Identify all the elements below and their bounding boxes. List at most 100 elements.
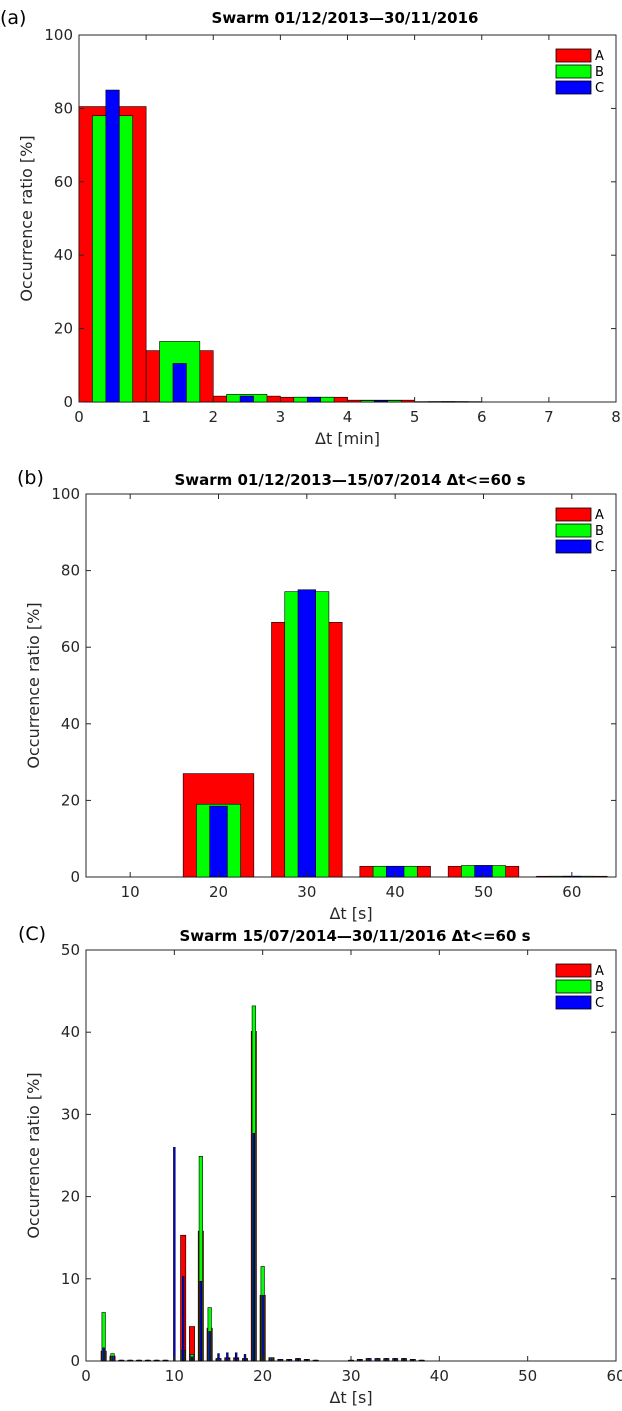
plot-area xyxy=(85,493,617,878)
bar-C-26 xyxy=(314,1359,317,1362)
legend-label-A: A xyxy=(595,49,604,64)
y-tick-label: 0 xyxy=(63,393,73,411)
x-tick-label: 20 xyxy=(209,883,228,901)
legend: ABC xyxy=(555,963,604,1011)
x-tick-label: 30 xyxy=(297,883,316,901)
bar-C-3 xyxy=(111,1355,114,1362)
bar-C-31 xyxy=(358,1359,362,1362)
bar-C-19 xyxy=(252,1133,256,1362)
x-tick-label: 40 xyxy=(430,1367,449,1385)
legend-swatch-A xyxy=(555,963,592,978)
legend-label-B: B xyxy=(595,980,604,995)
legend: ABC xyxy=(555,48,604,96)
chart-panel-3: (C) Swarm 15/07/2014—30/11/2016 Δt<=60 s 0… xyxy=(18,923,622,1407)
y-tick-label: 30 xyxy=(61,1105,80,1123)
x-axis-label: Δt [s] xyxy=(329,904,372,923)
y-tick-label: 80 xyxy=(61,562,80,580)
bar-C-37 xyxy=(411,1359,415,1362)
bar-C-20 xyxy=(261,1294,264,1362)
bar-C-7 xyxy=(146,1359,150,1362)
y-tick-label: 20 xyxy=(54,320,73,338)
bar-C-18 xyxy=(243,1354,247,1362)
legend-swatch-C xyxy=(555,995,592,1010)
bar-C-4 xyxy=(120,1359,123,1362)
y-tick-label: 40 xyxy=(54,246,73,264)
y-tick-label: 0 xyxy=(70,868,80,886)
chart-title: Swarm 01/12/2013—15/07/2014 Δt<=60 s xyxy=(174,471,525,489)
x-tick-label: 1 xyxy=(141,408,151,426)
legend-swatch-B xyxy=(555,64,592,79)
bar-C-8 xyxy=(155,1359,158,1362)
bar-C-34 xyxy=(385,1358,388,1362)
y-tick-label: 60 xyxy=(54,173,73,191)
y-tick-label: 20 xyxy=(61,1188,80,1206)
bar-C-6 xyxy=(137,1359,141,1362)
x-tick-label: 60 xyxy=(606,1367,622,1385)
legend-label-C: C xyxy=(595,81,604,96)
bar-C-30 xyxy=(297,589,316,878)
x-tick-label: 4 xyxy=(343,408,353,426)
y-axis-label: Occurrence ratio [%] xyxy=(17,135,36,301)
legend-swatch-B xyxy=(555,523,592,538)
bar-C-13 xyxy=(199,1280,203,1362)
bar-C-5 xyxy=(128,1359,132,1362)
legend-swatch-C xyxy=(555,539,592,554)
y-tick-label: 80 xyxy=(54,99,73,117)
x-tick-label: 60 xyxy=(562,883,581,901)
bar-C-23 xyxy=(287,1359,291,1362)
bar-C-20 xyxy=(209,805,228,878)
bar-C-35 xyxy=(393,1358,397,1362)
bar-C-17 xyxy=(234,1352,238,1362)
bar-C-33 xyxy=(376,1358,379,1362)
x-tick-label: 10 xyxy=(165,1367,184,1385)
bar-C-4.5 xyxy=(374,400,389,403)
chart-panel-2: (b) Swarm 01/12/2013—15/07/2014 Δt<=60 s 0… xyxy=(17,467,617,923)
x-tick-label: 30 xyxy=(341,1367,360,1385)
plot-area xyxy=(78,34,617,403)
x-tick-label: 0 xyxy=(74,408,84,426)
panel-label: (b) xyxy=(17,467,44,489)
bars xyxy=(78,89,483,403)
x-axis-label: Δt [min] xyxy=(315,429,380,448)
bar-C-0.5 xyxy=(105,89,120,403)
y-tick-label: 60 xyxy=(61,638,80,656)
x-tick-label: 5 xyxy=(410,408,420,426)
bar-C-5.5 xyxy=(441,401,456,403)
legend-label-B: B xyxy=(595,65,604,80)
y-tick-label: 100 xyxy=(51,485,80,503)
y-axis-label: Occurrence ratio [%] xyxy=(24,1072,43,1238)
bar-C-21 xyxy=(270,1358,273,1362)
x-tick-label: 10 xyxy=(121,883,140,901)
bar-C-36 xyxy=(402,1358,406,1362)
legend: ABC xyxy=(555,507,604,555)
bar-C-24 xyxy=(296,1358,300,1362)
legend-swatch-B xyxy=(555,979,592,994)
x-tick-label: 0 xyxy=(81,1367,91,1385)
legend-label-A: A xyxy=(595,964,604,979)
y-tick-label: 40 xyxy=(61,1023,80,1041)
legend-label-A: A xyxy=(595,508,604,523)
x-tick-label: 6 xyxy=(477,408,487,426)
bar-C-2 xyxy=(102,1347,105,1362)
y-axis-label: Occurrence ratio [%] xyxy=(24,602,43,768)
legend-label-C: C xyxy=(595,540,604,555)
legend-label-B: B xyxy=(595,524,604,539)
x-tick-label: 8 xyxy=(611,408,621,426)
bar-C-22 xyxy=(279,1359,282,1362)
bar-C-2.5 xyxy=(239,395,254,403)
x-axis-label: Δt [s] xyxy=(329,1388,372,1407)
chart-title: Swarm 15/07/2014—30/11/2016 Δt<=60 s xyxy=(179,927,530,945)
bar-C-14 xyxy=(208,1331,211,1362)
x-tick-label: 2 xyxy=(208,408,218,426)
x-tick-label: 50 xyxy=(518,1367,537,1385)
y-tick-label: 50 xyxy=(61,941,80,959)
legend-swatch-A xyxy=(555,507,592,522)
bar-C-38 xyxy=(420,1359,423,1362)
legend-swatch-C xyxy=(555,80,592,95)
bar-C-15 xyxy=(217,1353,220,1362)
y-tick-label: 20 xyxy=(61,791,80,809)
x-tick-label: 40 xyxy=(386,883,405,901)
bar-C-9 xyxy=(164,1359,167,1362)
y-tick-label: 100 xyxy=(44,26,73,44)
bar-C-10 xyxy=(173,1146,176,1362)
